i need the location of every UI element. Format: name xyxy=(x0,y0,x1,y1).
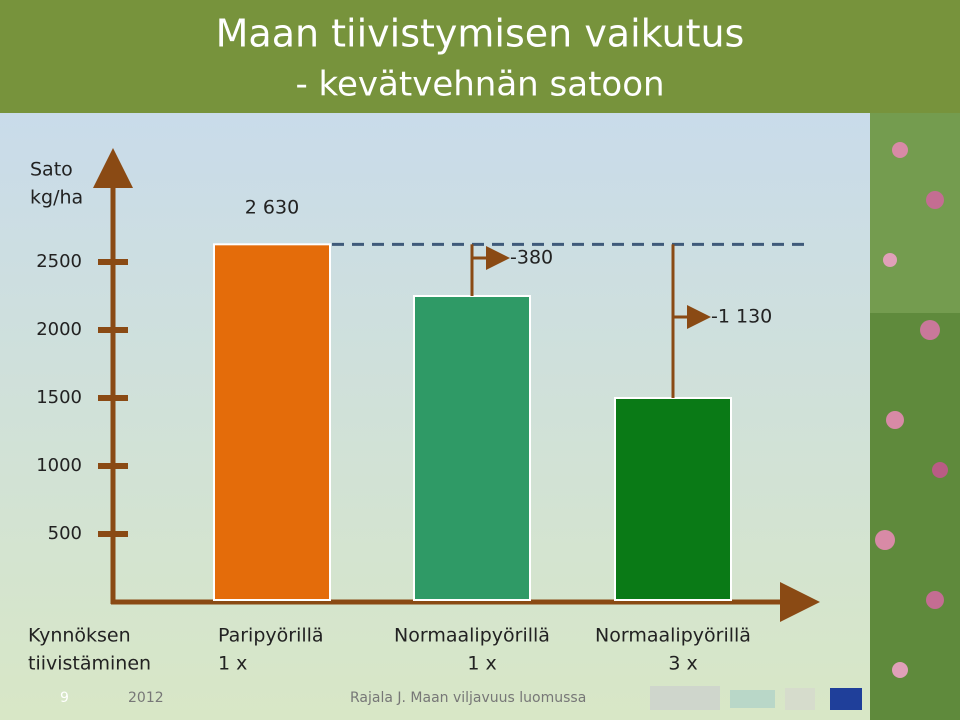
y-tick-label: 500 xyxy=(48,523,82,544)
y-tick-label: 2500 xyxy=(36,251,82,272)
x-tick-label: Normaalipyörillä xyxy=(595,625,751,647)
title: Maan tiivistymisen vaikutus xyxy=(216,12,745,56)
bar xyxy=(213,243,331,601)
x-label: tiivistäminen xyxy=(28,653,151,675)
x-tick-label: 1 x xyxy=(218,653,247,675)
bar xyxy=(614,397,732,601)
logos xyxy=(650,686,862,710)
x-tick-label: Normaalipyörillä xyxy=(394,625,550,647)
value-label: 2 630 xyxy=(245,197,299,219)
footer-year: 2012 xyxy=(128,690,164,706)
footer-source: Rajala J. Maan viljavuus luomussa xyxy=(350,690,586,706)
x-tick-label: Paripyörillä xyxy=(218,625,324,647)
y-tick-label: 1000 xyxy=(36,455,82,476)
x-label: Kynnöksen xyxy=(28,625,131,647)
y-label: Sato xyxy=(30,159,73,181)
y-label: kg/ha xyxy=(30,187,83,209)
clover-photo xyxy=(870,113,960,720)
annotation: -380 xyxy=(510,247,553,269)
x-tick-label: 1 x xyxy=(467,653,496,675)
annotation: -1 130 xyxy=(711,306,772,328)
x-tick-label: 3 x xyxy=(668,653,697,675)
bar xyxy=(413,295,531,601)
y-tick-label: 2000 xyxy=(36,319,82,340)
subtitle: - kevätvehnän satoon xyxy=(295,65,664,105)
title-bar xyxy=(0,0,960,113)
y-tick-label: 1500 xyxy=(36,387,82,408)
page-number: 9 xyxy=(60,690,69,706)
